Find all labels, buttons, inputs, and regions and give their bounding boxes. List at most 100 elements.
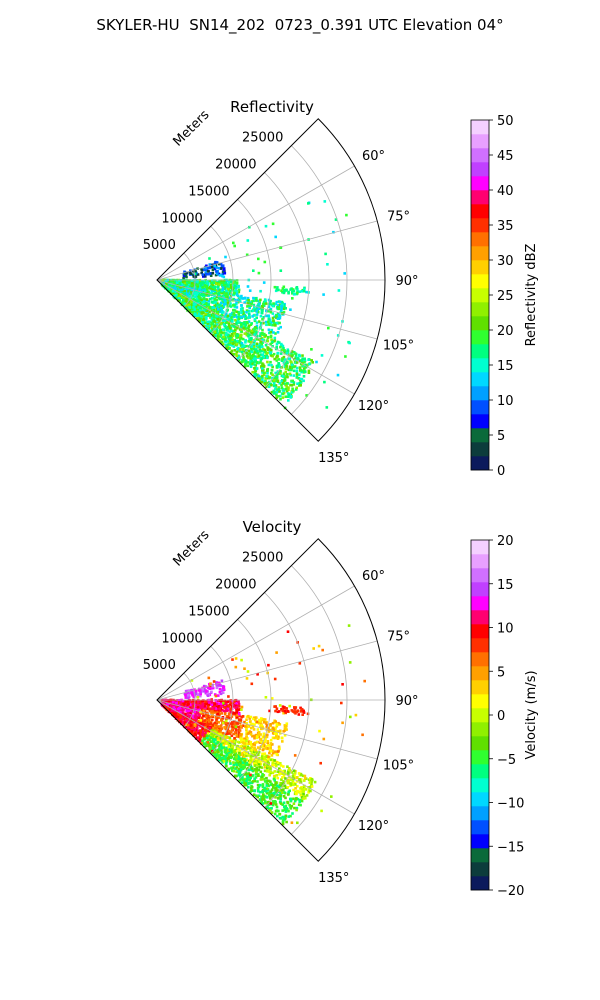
gate — [252, 303, 256, 307]
gate — [249, 743, 253, 746]
gate — [304, 363, 307, 367]
gate — [234, 289, 237, 292]
gate — [231, 340, 234, 343]
gate — [202, 300, 206, 304]
gate — [187, 726, 190, 729]
gate — [272, 392, 276, 395]
gate — [276, 317, 280, 320]
gate — [213, 320, 216, 323]
gate — [275, 364, 279, 368]
gate — [237, 747, 240, 750]
gate — [276, 814, 279, 818]
azimuth-spoke — [156, 279, 378, 340]
gate — [289, 392, 293, 396]
gate — [185, 279, 189, 282]
gate — [211, 268, 215, 272]
gate — [228, 330, 231, 333]
gate — [247, 329, 251, 332]
gate — [234, 767, 237, 770]
gate — [227, 745, 231, 749]
gate — [286, 375, 289, 379]
gate — [208, 297, 212, 301]
gate — [295, 369, 299, 373]
gate — [240, 735, 243, 738]
gate — [270, 754, 274, 757]
gate — [247, 356, 250, 360]
gate — [265, 309, 268, 313]
gate — [225, 347, 229, 350]
gate — [186, 714, 189, 717]
gate — [279, 800, 282, 803]
gate — [257, 762, 261, 766]
gate — [299, 368, 303, 372]
gate — [238, 779, 242, 782]
gate — [266, 346, 269, 349]
gate — [233, 742, 236, 746]
gate — [217, 748, 221, 751]
radial-tick-label: 15000 — [188, 184, 229, 199]
gate — [275, 345, 278, 349]
gate — [257, 350, 260, 353]
gate — [243, 760, 247, 763]
gate — [173, 286, 176, 290]
gate — [223, 315, 227, 318]
gate — [219, 724, 223, 727]
gate — [224, 758, 227, 762]
gate — [307, 202, 310, 205]
gate — [281, 791, 284, 794]
gate — [213, 753, 216, 756]
gate — [242, 773, 246, 776]
gate — [284, 817, 287, 820]
gate — [245, 309, 249, 312]
gate — [249, 786, 253, 790]
gate — [271, 316, 275, 320]
gate — [266, 740, 270, 743]
gate — [194, 272, 197, 276]
gate — [327, 326, 330, 330]
gate — [322, 293, 325, 296]
gate — [231, 334, 235, 338]
gate — [232, 298, 235, 301]
gate — [222, 296, 225, 299]
gate — [218, 281, 221, 285]
gate — [207, 717, 210, 720]
gate — [196, 283, 199, 287]
gate — [200, 298, 203, 302]
gate — [182, 284, 186, 288]
gate — [212, 733, 215, 736]
gate — [231, 342, 235, 345]
gate — [234, 720, 238, 724]
gate — [212, 333, 215, 337]
gate — [250, 726, 253, 730]
gate — [263, 752, 267, 755]
gate — [231, 725, 235, 729]
gate — [294, 790, 297, 793]
gate — [225, 327, 229, 331]
gate — [211, 284, 215, 287]
gate — [240, 715, 243, 719]
gate — [281, 392, 285, 396]
gate — [261, 345, 264, 348]
gate — [211, 715, 215, 718]
gate — [255, 766, 259, 770]
polar-grid — [156, 145, 385, 415]
gate — [232, 304, 235, 307]
gate — [216, 337, 220, 340]
gate — [256, 789, 260, 793]
gate — [251, 315, 254, 318]
gate — [226, 314, 230, 318]
gate — [197, 306, 200, 309]
gate — [255, 324, 259, 328]
gate — [215, 752, 218, 756]
gate — [311, 361, 314, 364]
gate — [215, 327, 219, 331]
gate — [170, 705, 173, 708]
gate — [239, 739, 243, 743]
gate — [245, 758, 248, 761]
gate — [275, 314, 278, 317]
gate — [271, 376, 274, 380]
gate — [217, 729, 221, 733]
gate — [224, 302, 227, 306]
colorbar-swatch — [471, 442, 489, 457]
gate — [227, 322, 231, 325]
